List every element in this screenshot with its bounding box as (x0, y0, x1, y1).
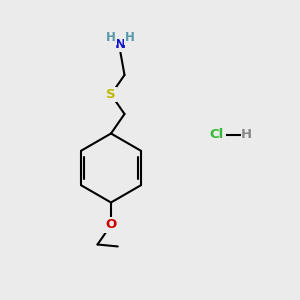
Text: Cl: Cl (209, 128, 223, 142)
Text: H: H (125, 31, 135, 44)
Text: O: O (105, 218, 117, 232)
Text: H: H (240, 128, 252, 142)
Text: N: N (115, 38, 126, 51)
Text: H: H (106, 31, 116, 44)
Text: S: S (106, 88, 116, 101)
